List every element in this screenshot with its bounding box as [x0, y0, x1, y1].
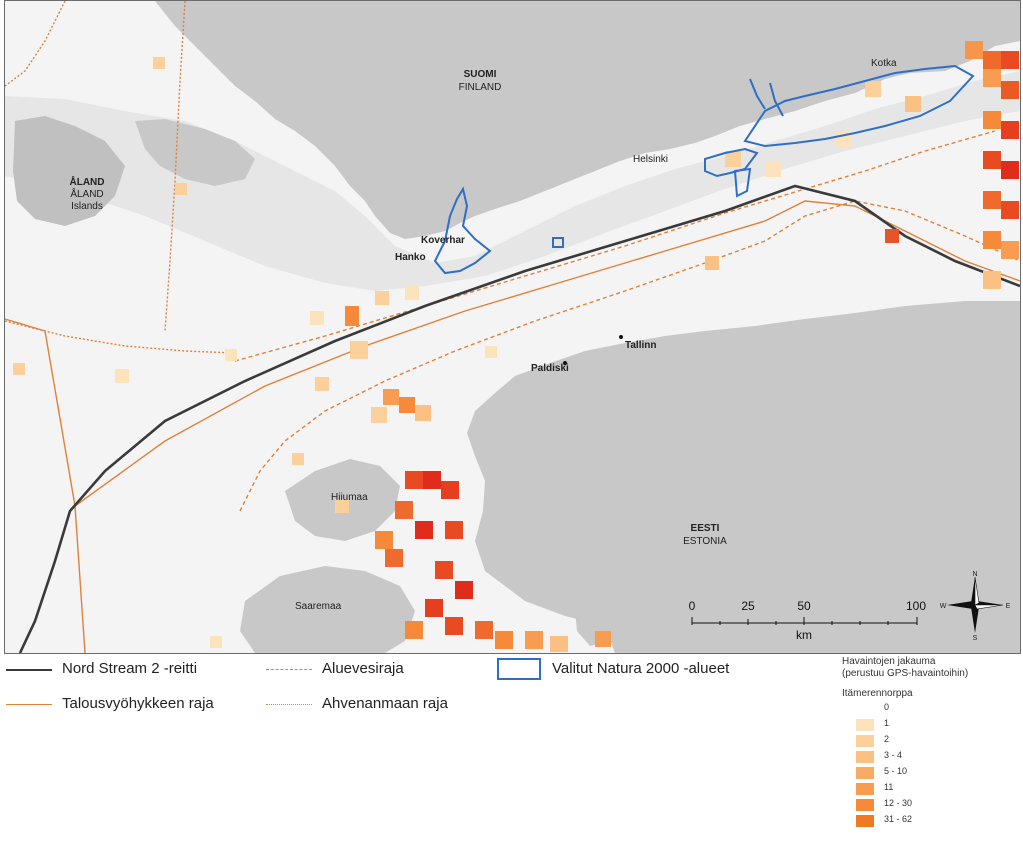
- legend-aland-label: Ahvenanmaan raja: [322, 695, 448, 712]
- land-finland: [155, 1, 1020, 239]
- label-saaremaa: Saaremaa: [295, 601, 342, 612]
- label-koverhar: Koverhar: [421, 235, 465, 246]
- obs-class-swatch: [856, 703, 874, 715]
- label-eesti: EESTI: [691, 523, 720, 534]
- label-hanko: Hanko: [395, 252, 426, 263]
- land-aland: [13, 116, 125, 226]
- obs-legend-title-2: (perustuu GPS-havaintoihin): [842, 668, 969, 679]
- scale-unit: km: [796, 628, 812, 642]
- legend-natura-label: Valitut Natura 2000 -alueet: [552, 660, 730, 677]
- legend-nord-stream-label: Nord Stream 2 -reitti: [62, 660, 198, 677]
- land-estonia: [467, 301, 1020, 653]
- observation-grid: [13, 41, 1019, 652]
- obs-legend-species: Itämerennorppa: [842, 688, 913, 699]
- land-aland-islets: [135, 119, 255, 186]
- land-saaremaa: [240, 566, 415, 653]
- scale-tick-50: 50: [797, 599, 811, 613]
- label-aland-en: ÅLAND: [70, 187, 103, 200]
- territorial-border-south: [239, 200, 1020, 512]
- compass-n: N: [972, 571, 977, 578]
- label-hiiumaa: Hiiumaa: [331, 492, 368, 503]
- label-paldiski: Paldiski: [531, 363, 569, 374]
- nord-stream-route: [18, 184, 1020, 653]
- obs-class-swatch: [856, 783, 874, 795]
- obs-legend-title-1: Havaintojen jakauma: [842, 656, 936, 667]
- label-finland: FINLAND: [459, 82, 502, 93]
- paldiski-marker: [563, 361, 567, 365]
- obs-class-swatch: [856, 751, 874, 763]
- obs-class-label: 0: [884, 702, 890, 712]
- legend-eez-label: Talousvyöhykkeen raja: [62, 695, 214, 712]
- obs-class-label: 3 - 4: [884, 750, 903, 760]
- label-aland-sv: ÅLAND: [70, 175, 105, 188]
- compass-s: S: [973, 635, 978, 641]
- scale-tick-0: 0: [688, 599, 696, 613]
- legend-nord-stream-line: [6, 669, 52, 671]
- territorial-border: [234, 130, 996, 362]
- observation-legend: Havaintojen jakauma (perustuu GPS-havain…: [842, 656, 1022, 829]
- obs-legend-swatches: 0 1 2 3 - 4 5 - 10 11 12 - 30 31 - 62: [842, 699, 1022, 829]
- legend-natura-swatch: [497, 658, 541, 680]
- map-canvas[interactable]: SUOMI FINLAND ÅLAND ÅLAND Islands Helsin…: [5, 1, 1020, 653]
- legend-aland-line: [266, 704, 312, 705]
- compass-w: W: [940, 603, 947, 610]
- eez-border: [5, 200, 1020, 653]
- obs-class-label: 11: [884, 782, 894, 792]
- obs-class-swatch: [856, 767, 874, 779]
- compass-e: E: [1006, 603, 1010, 610]
- obs-class-label: 1: [884, 718, 890, 728]
- obs-class-label: 31 - 62: [884, 814, 913, 824]
- label-kotka: Kotka: [871, 58, 897, 69]
- label-tallinn: Tallinn: [625, 340, 656, 351]
- tallinn-marker: [619, 335, 623, 339]
- archipelago-finland: [5, 71, 1020, 291]
- label-suomi: SUOMI: [464, 69, 497, 80]
- label-helsinki: Helsinki: [633, 154, 668, 165]
- obs-class-swatch: [856, 735, 874, 747]
- map-frame[interactable]: SUOMI FINLAND ÅLAND ÅLAND Islands Helsin…: [4, 0, 1021, 654]
- obs-class-label: 5 - 10: [884, 766, 908, 776]
- obs-class-swatch: [856, 719, 874, 731]
- scale-bar-line: [691, 617, 918, 625]
- obs-class-label: 2: [884, 734, 890, 744]
- legend-territorial-label: Aluevesiraja: [322, 660, 404, 677]
- obs-class-swatch: [856, 799, 874, 811]
- scale-tick-100: 100: [905, 599, 927, 613]
- label-aland-islands: Islands: [71, 201, 103, 212]
- obs-class-swatch: [856, 815, 874, 827]
- scale-bar: 0 25 50 100 km: [688, 599, 926, 644]
- natura-areas: [433, 64, 975, 275]
- legend-territorial-line: [266, 669, 312, 670]
- scale-tick-25: 25: [741, 599, 755, 613]
- north-arrow-icon: N S W E: [940, 571, 1010, 641]
- legend-eez-line: [6, 704, 52, 705]
- obs-class-label: 12 - 30: [884, 798, 913, 808]
- label-estonia: ESTONIA: [683, 536, 727, 547]
